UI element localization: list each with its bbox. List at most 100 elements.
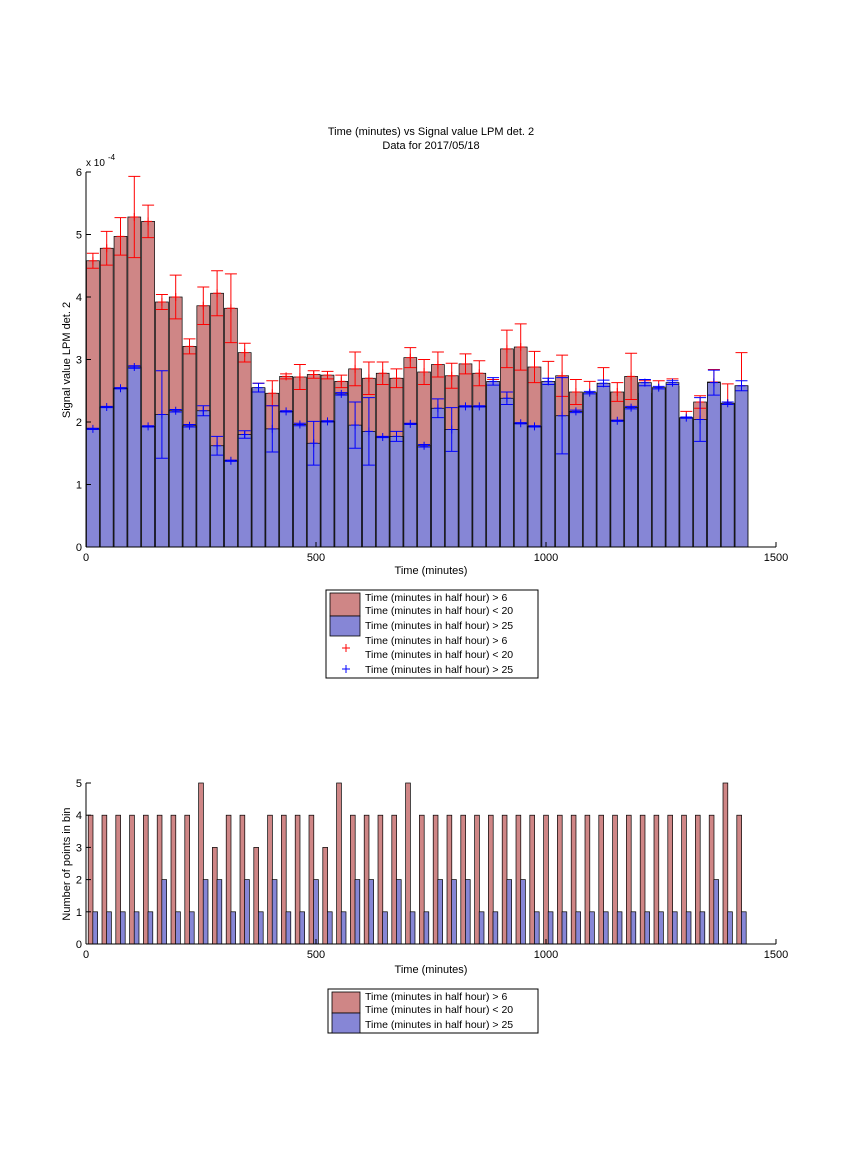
legend-box [325, 589, 539, 679]
bar [202, 879, 209, 945]
bar [127, 366, 142, 548]
legend-swatch-red [329, 592, 361, 617]
bar [610, 420, 625, 548]
legend-label: Time (minutes in half hour) < 20 [365, 649, 513, 661]
bar [478, 911, 485, 945]
bar [271, 879, 278, 945]
legend-box [327, 988, 539, 1034]
bar [354, 879, 361, 945]
bar [375, 436, 390, 548]
bar [405, 782, 411, 945]
bar [543, 814, 549, 945]
legend-marker-red-plus [342, 644, 350, 652]
bar [350, 814, 356, 945]
bar [472, 406, 487, 548]
bar [212, 847, 218, 945]
bar [527, 426, 542, 548]
bar [727, 911, 733, 945]
bar [451, 879, 457, 945]
legend-label: Time (minutes in half hour) > 25 [365, 1019, 513, 1031]
bar [409, 911, 416, 945]
bar [92, 911, 98, 945]
bar [161, 879, 167, 945]
legend-label: Time (minutes in half hour) < 20 [365, 1004, 513, 1016]
bar [474, 814, 480, 945]
bar [651, 387, 666, 548]
plot-area [87, 782, 747, 945]
legend-swatch-red [331, 991, 361, 1014]
bar [734, 385, 749, 548]
bar [626, 814, 632, 945]
chart-title: Time (minutes) vs Signal value LPM det. … [328, 126, 534, 138]
bar [736, 814, 742, 945]
bar [239, 814, 246, 945]
bar [279, 411, 293, 548]
bar [129, 814, 135, 945]
bar [616, 911, 623, 945]
bar [667, 814, 673, 945]
x-tick-label: 500 [307, 949, 325, 961]
bar [86, 428, 100, 548]
bar [658, 911, 664, 945]
bar [417, 445, 431, 548]
bar [486, 381, 500, 548]
bar [396, 879, 402, 945]
bar [184, 814, 190, 945]
bar [598, 814, 604, 945]
bar [419, 814, 425, 945]
bar [327, 911, 333, 945]
bar [313, 879, 319, 945]
legend-label: Time (minutes in half hour) > 25 [365, 620, 513, 632]
y-tick-label: 6 [76, 167, 82, 179]
bar [224, 460, 238, 548]
bar [437, 879, 443, 945]
bar [253, 847, 259, 945]
bar [653, 814, 660, 945]
bar [547, 911, 554, 945]
y-axis-label: Number of points in bin [61, 807, 73, 920]
bar [299, 911, 305, 945]
bar [624, 407, 638, 548]
x-tick-label: 1500 [764, 949, 788, 961]
axes: 0 500 1000 1500 0 1 2 3 4 5 6 [76, 167, 788, 564]
bar [308, 814, 315, 945]
bar [520, 879, 526, 945]
y-tick-label: 2 [76, 417, 82, 429]
bar [101, 814, 108, 945]
bar [708, 814, 715, 945]
bar [596, 382, 611, 548]
bar [377, 814, 384, 945]
y-tick-label: 2 [76, 875, 82, 887]
y-tick-label: 5 [76, 778, 82, 790]
bar [713, 879, 719, 945]
bar [336, 782, 342, 945]
legend-label: Time (minutes in half hour) > 6 [365, 592, 507, 604]
legend-swatch-blue [329, 615, 361, 637]
bar [244, 879, 250, 945]
bar [720, 402, 735, 548]
bar [175, 911, 181, 945]
bar [741, 911, 747, 945]
bar [575, 911, 581, 945]
bar [391, 814, 397, 945]
bar [529, 814, 535, 945]
bar [322, 847, 328, 945]
y-tick-label: 4 [76, 292, 82, 304]
bar [382, 911, 388, 945]
y-tick-label: 3 [76, 355, 82, 367]
bar [582, 392, 597, 548]
legend-label: Time (minutes in half hour) > 6 [365, 635, 507, 647]
bar [230, 911, 236, 945]
bar [722, 782, 729, 945]
bar [458, 406, 473, 548]
bar [506, 879, 512, 945]
bar [196, 410, 211, 548]
bar [189, 911, 195, 945]
bar [170, 814, 177, 945]
bar [672, 911, 678, 945]
bar [695, 814, 701, 945]
bar [147, 911, 154, 945]
bar [258, 911, 264, 945]
bar [589, 911, 595, 945]
